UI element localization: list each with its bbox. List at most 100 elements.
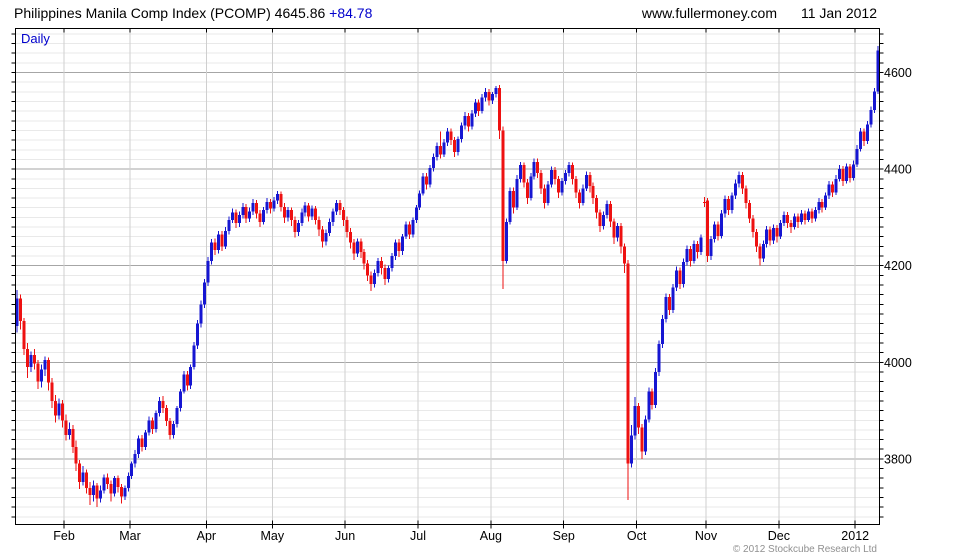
candle-body xyxy=(15,298,19,327)
candle-body xyxy=(772,228,776,241)
candle-body xyxy=(553,170,557,179)
y-axis-label: 4200 xyxy=(884,259,912,273)
candle-body xyxy=(782,214,786,224)
chart-title: Philippines Manila Comp Index (PCOMP) 46… xyxy=(14,5,372,21)
candle-body xyxy=(293,219,297,232)
candle-body xyxy=(442,142,446,155)
candle-body xyxy=(178,391,182,409)
candle-body xyxy=(182,374,186,392)
candle-body xyxy=(758,246,762,259)
candle-body xyxy=(158,400,161,414)
x-axis-label: Dec xyxy=(768,529,790,543)
y-axis-label: 4400 xyxy=(884,163,912,177)
candle-body xyxy=(137,438,141,455)
candle-body xyxy=(185,374,189,386)
candle-body xyxy=(105,477,109,485)
candle-body xyxy=(737,174,741,184)
candle-body xyxy=(414,207,418,220)
candle-body xyxy=(744,188,748,203)
candle-body xyxy=(74,446,78,464)
candle-body xyxy=(504,222,508,261)
candle-body xyxy=(855,148,859,165)
candle-body xyxy=(584,174,588,189)
candle-body xyxy=(102,477,106,491)
candle-body xyxy=(616,226,620,238)
candle-body xyxy=(60,403,64,421)
candle-body xyxy=(154,413,158,429)
candle-body xyxy=(161,400,165,409)
candle-body xyxy=(324,232,328,242)
candle-body xyxy=(119,486,123,497)
candle-body xyxy=(213,242,217,251)
candle-body xyxy=(657,343,661,372)
candle-body xyxy=(532,161,536,177)
candle-body xyxy=(248,211,252,219)
candle-body xyxy=(57,403,61,416)
candle-body xyxy=(695,243,699,253)
candle-body xyxy=(286,210,290,218)
candle-body xyxy=(175,408,179,425)
candle-body xyxy=(675,270,679,288)
candle-body xyxy=(404,224,408,237)
candle-body xyxy=(317,219,321,230)
candle-body xyxy=(650,391,654,405)
candle-body xyxy=(255,202,259,214)
candle-body xyxy=(411,219,415,235)
candle-body xyxy=(543,188,547,203)
candle-body xyxy=(754,231,758,247)
candle-body xyxy=(147,420,151,433)
candle-body xyxy=(862,131,866,142)
candle-body xyxy=(189,367,193,386)
candle-body xyxy=(629,435,633,464)
candle-body xyxy=(786,214,790,224)
candle-body xyxy=(789,223,793,228)
candle-body xyxy=(872,91,876,111)
candle-body xyxy=(230,212,234,220)
candle-body xyxy=(452,140,456,153)
candle-body xyxy=(133,454,137,464)
candle-body xyxy=(612,221,616,238)
candle-body xyxy=(768,229,772,241)
candle-body xyxy=(376,260,380,273)
candle-body xyxy=(314,208,318,220)
candle-body xyxy=(275,194,279,201)
candle-body xyxy=(328,222,332,233)
candle-body xyxy=(515,178,519,208)
candle-body xyxy=(269,201,273,209)
candle-body xyxy=(484,91,488,98)
x-axis-label: Apr xyxy=(197,529,216,543)
candle-body xyxy=(369,275,373,285)
candle-body xyxy=(296,223,300,232)
candle-body xyxy=(692,243,696,261)
candle-body xyxy=(53,400,57,416)
candle-body xyxy=(577,192,581,203)
candle-body xyxy=(723,199,727,214)
candle-body xyxy=(373,272,377,285)
candle-body xyxy=(740,174,744,189)
candle-body xyxy=(109,484,113,494)
candle-body xyxy=(432,157,436,169)
candle-body xyxy=(643,419,647,452)
candle-body xyxy=(685,248,689,262)
candle-body xyxy=(810,211,814,219)
candle-body xyxy=(112,478,116,494)
candle-body xyxy=(234,212,238,224)
candle-body xyxy=(421,176,425,194)
candle-body xyxy=(678,270,682,285)
candle-body xyxy=(713,224,717,240)
candle-body xyxy=(751,218,755,232)
candle-body xyxy=(355,241,359,254)
candle-body xyxy=(241,206,245,215)
candle-body xyxy=(518,165,522,179)
candle-body xyxy=(237,214,241,224)
candle-body xyxy=(536,161,540,173)
candle-body xyxy=(799,213,803,223)
candle-body xyxy=(282,206,286,218)
candle-body xyxy=(29,355,33,368)
gridlines-major xyxy=(15,72,880,460)
candle-body xyxy=(491,94,495,101)
candle-body xyxy=(366,263,370,276)
candle-body xyxy=(550,170,554,185)
